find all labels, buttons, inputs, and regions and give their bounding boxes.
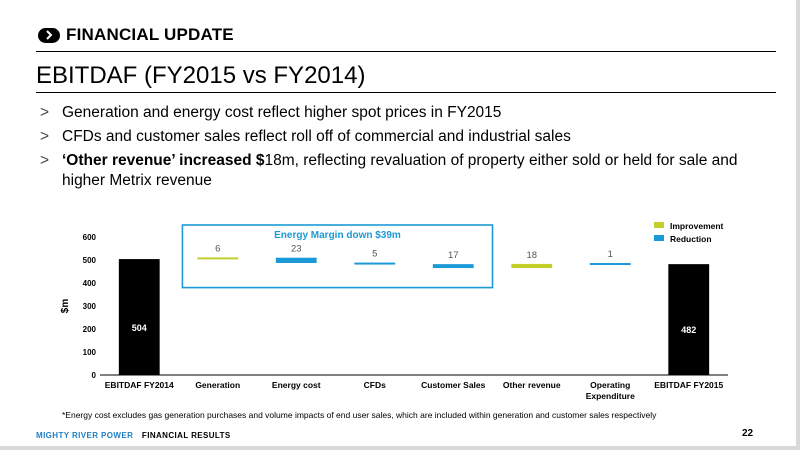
header-divider (36, 51, 776, 52)
y-tick-label: 600 (83, 233, 97, 242)
y-tick-label: 0 (92, 371, 97, 380)
footer-section: FINANCIAL RESULTS (141, 431, 231, 440)
footer-brand: MIGHTY RIVER POWER (36, 431, 134, 440)
energy-margin-box (181, 224, 494, 289)
x-tick-label: Energy cost (272, 380, 321, 390)
y-tick-label: 400 (83, 279, 97, 288)
y-tick-label: 500 (83, 256, 97, 265)
bullet-marker: > (40, 104, 50, 121)
title-divider (36, 92, 776, 93)
y-tick-label: 100 (83, 348, 97, 357)
bar-total (118, 259, 160, 375)
y-tick-label: 200 (83, 325, 97, 334)
bullet-marker: > (40, 152, 50, 169)
x-tick-label: Customer Sales (421, 380, 486, 390)
bullet-item: > ‘Other revenue’ increased $18m, reflect… (40, 151, 770, 191)
chevron-right-icon (38, 27, 60, 43)
bar-value-label: 504 (132, 323, 147, 333)
x-tick-label: EBITDAF FY2014 (105, 380, 174, 390)
bullet-bold-text: ‘Other revenue’ increased $ (62, 152, 265, 169)
bar-reduction (432, 264, 474, 269)
x-tick-label: Other revenue (503, 380, 561, 390)
x-tick-label: Operating Expenditure (586, 380, 635, 401)
page-number: 22 (742, 428, 754, 439)
bar-value-label: 482 (681, 325, 696, 335)
x-tick-label: Generation (195, 380, 240, 390)
bar-value-label: 17 (448, 250, 459, 261)
bullet-list: > Generation and energy cost reflect high… (40, 103, 770, 195)
slide-title: EBITDAF (FY2015 vs FY2014) (36, 62, 366, 89)
footnote: *Energy cost excludes gas generation pur… (62, 410, 657, 420)
legend-swatch (654, 222, 664, 228)
y-tick-label: 300 (83, 302, 97, 311)
bar-reduction (275, 257, 317, 263)
bar-value-label: 1 (608, 249, 613, 260)
section-header: FINANCIAL UPDATE (38, 25, 234, 45)
bar-improvement (511, 263, 553, 269)
bar-total (668, 264, 710, 375)
legend-swatch (654, 235, 664, 241)
bullet-text: Generation and energy cost reflect highe… (62, 104, 502, 121)
bullet-text: CFDs and customer sales reflect roll off… (62, 128, 571, 145)
bar-value-label: 5 (372, 249, 377, 260)
bullet-item: > CFDs and customer sales reflect roll of… (40, 127, 770, 147)
bullet-text: 18m, reflecting revaluation of property … (62, 152, 738, 189)
x-tick-label: CFDs (364, 380, 386, 390)
bar-reduction (354, 262, 396, 265)
bar-value-label: 23 (291, 244, 302, 255)
legend-label: Improvement (670, 221, 724, 231)
x-tick-label: EBITDAF FY2015 (654, 380, 723, 390)
bullet-marker: > (40, 128, 50, 145)
y-axis-label: $m (60, 299, 71, 314)
bar-improvement (197, 257, 239, 260)
energy-margin-annotation: Energy Margin down $39m (274, 230, 401, 241)
legend-label: Reduction (670, 234, 712, 244)
bar-value-label: 6 (215, 243, 220, 254)
section-header-text: FINANCIAL UPDATE (66, 25, 234, 44)
bar-reduction (589, 263, 631, 266)
footer: MIGHTY RIVER POWER FINANCIAL RESULTS (36, 431, 231, 440)
bar-value-label: 18 (526, 250, 537, 261)
bullet-item: > Generation and energy cost reflect high… (40, 103, 770, 123)
